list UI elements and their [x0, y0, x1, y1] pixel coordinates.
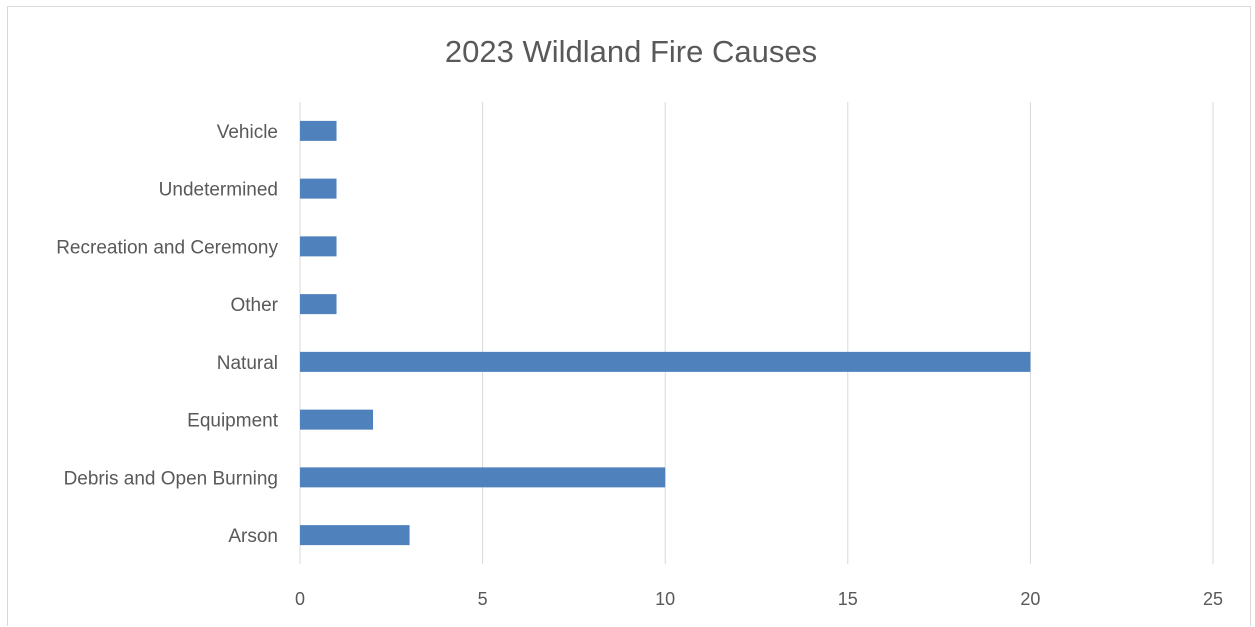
x-tick-label: 25	[1203, 589, 1223, 609]
x-tick-label: 0	[295, 589, 305, 609]
bar-vehicle	[300, 120, 337, 141]
bar-undetermined	[300, 178, 337, 199]
category-label: Equipment	[187, 411, 279, 432]
category-label: Vehicle	[217, 122, 278, 143]
bar-other	[300, 294, 337, 315]
x-axis-tick-labels: 0 5 10 15 20 25	[295, 589, 1223, 609]
category-label: Undetermined	[159, 180, 278, 201]
bar-debris-and-open-burning	[300, 467, 666, 488]
chart-title: 2023 Wildland Fire Causes	[445, 34, 817, 69]
x-tick-label: 15	[838, 589, 858, 609]
x-tick-label: 20	[1020, 589, 1040, 609]
category-label: Recreation and Ceremony	[56, 237, 278, 258]
bars	[300, 120, 1031, 546]
bar-equipment	[300, 409, 374, 430]
category-label: Other	[230, 295, 278, 316]
chart-frame	[7, 6, 1251, 626]
category-labels: Arson Debris and Open Burning Equipment Nat…	[56, 122, 279, 547]
category-label: Natural	[217, 353, 278, 374]
gridlines	[299, 102, 1214, 564]
x-tick-label: 10	[655, 589, 675, 609]
x-tick-label: 5	[478, 589, 488, 609]
category-label: Debris and Open Burning	[64, 468, 278, 489]
bar-arson	[300, 525, 410, 546]
bar-natural	[300, 351, 1031, 372]
category-label: Arson	[228, 526, 278, 547]
bar-recreation-and-ceremony	[300, 236, 337, 257]
